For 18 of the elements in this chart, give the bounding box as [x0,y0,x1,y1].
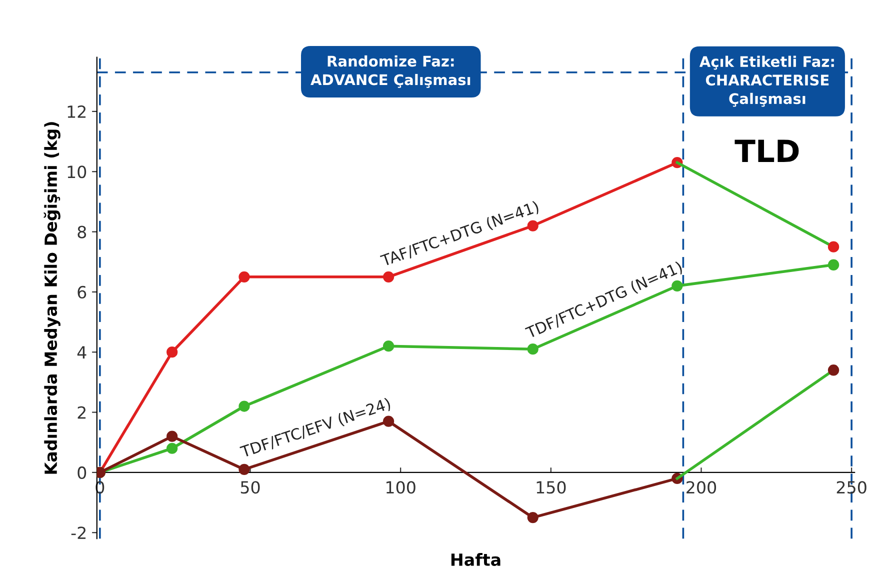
annotation: Randomize Faz: ADVANCE Çalışması [310,55,470,88]
x-tick-label: 200 [686,481,716,494]
y-tick-label: 4 [77,346,86,358]
y-tick-label: 10 [68,166,86,178]
x-axis-title: Hafta [451,553,500,566]
x-tick-label: 50 [240,481,260,494]
x-tick-label: 150 [536,481,566,494]
x-tick-label: 250 [836,481,866,494]
y-tick-label: 0 [78,466,86,480]
x-tick-label: 100 [386,481,416,494]
y-tick-label: 12 [68,105,86,118]
y-tick-label: -2 [71,526,86,539]
y-tick-label: 8 [78,226,86,238]
y-axis-title: Kadınlarda Medyan Kilo Değişimi (kg) [44,122,60,474]
y-tick-label: 2 [78,406,86,419]
annotation: TLD [734,140,799,162]
y-tick-label: 6 [78,286,86,299]
annotation: Açık Etiketli Faz: CHARACTERISE Çalışması [699,56,834,107]
